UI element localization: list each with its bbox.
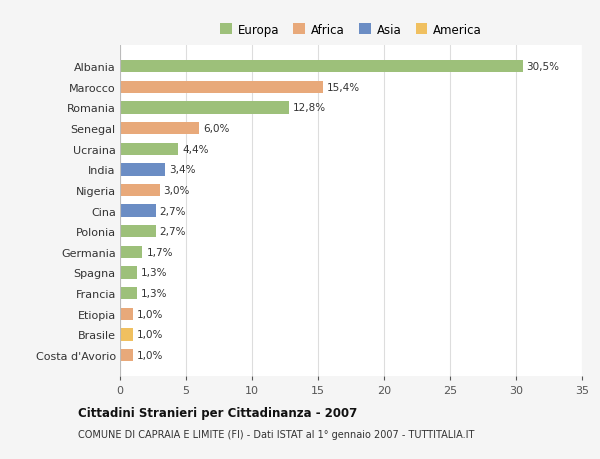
Text: 2,7%: 2,7% bbox=[160, 227, 186, 237]
Bar bbox=[120, 61, 523, 73]
Legend: Europa, Africa, Asia, America: Europa, Africa, Asia, America bbox=[215, 19, 487, 41]
Text: Cittadini Stranieri per Cittadinanza - 2007: Cittadini Stranieri per Cittadinanza - 2… bbox=[78, 406, 357, 419]
Text: 12,8%: 12,8% bbox=[293, 103, 326, 113]
Text: 1,0%: 1,0% bbox=[137, 309, 164, 319]
Bar bbox=[120, 164, 165, 176]
Text: 1,0%: 1,0% bbox=[137, 330, 164, 340]
Bar bbox=[120, 246, 142, 258]
Bar bbox=[120, 287, 137, 300]
Bar bbox=[120, 329, 133, 341]
Text: 1,7%: 1,7% bbox=[146, 247, 173, 257]
Text: 3,0%: 3,0% bbox=[164, 185, 190, 196]
Text: 3,4%: 3,4% bbox=[169, 165, 196, 175]
Text: 1,3%: 1,3% bbox=[141, 288, 167, 298]
Bar bbox=[120, 82, 323, 94]
Text: 6,0%: 6,0% bbox=[203, 124, 230, 134]
Text: 2,7%: 2,7% bbox=[160, 206, 186, 216]
Text: 30,5%: 30,5% bbox=[527, 62, 560, 72]
Bar bbox=[120, 267, 137, 279]
Text: 15,4%: 15,4% bbox=[327, 83, 361, 93]
Text: COMUNE DI CAPRAIA E LIMITE (FI) - Dati ISTAT al 1° gennaio 2007 - TUTTITALIA.IT: COMUNE DI CAPRAIA E LIMITE (FI) - Dati I… bbox=[78, 429, 475, 439]
Text: 4,4%: 4,4% bbox=[182, 145, 209, 154]
Bar bbox=[120, 225, 155, 238]
Bar bbox=[120, 349, 133, 361]
Bar bbox=[120, 143, 178, 156]
Bar bbox=[120, 308, 133, 320]
Text: 1,0%: 1,0% bbox=[137, 350, 164, 360]
Bar bbox=[120, 123, 199, 135]
Bar bbox=[120, 205, 155, 217]
Bar bbox=[120, 102, 289, 114]
Text: 1,3%: 1,3% bbox=[141, 268, 167, 278]
Bar bbox=[120, 185, 160, 197]
